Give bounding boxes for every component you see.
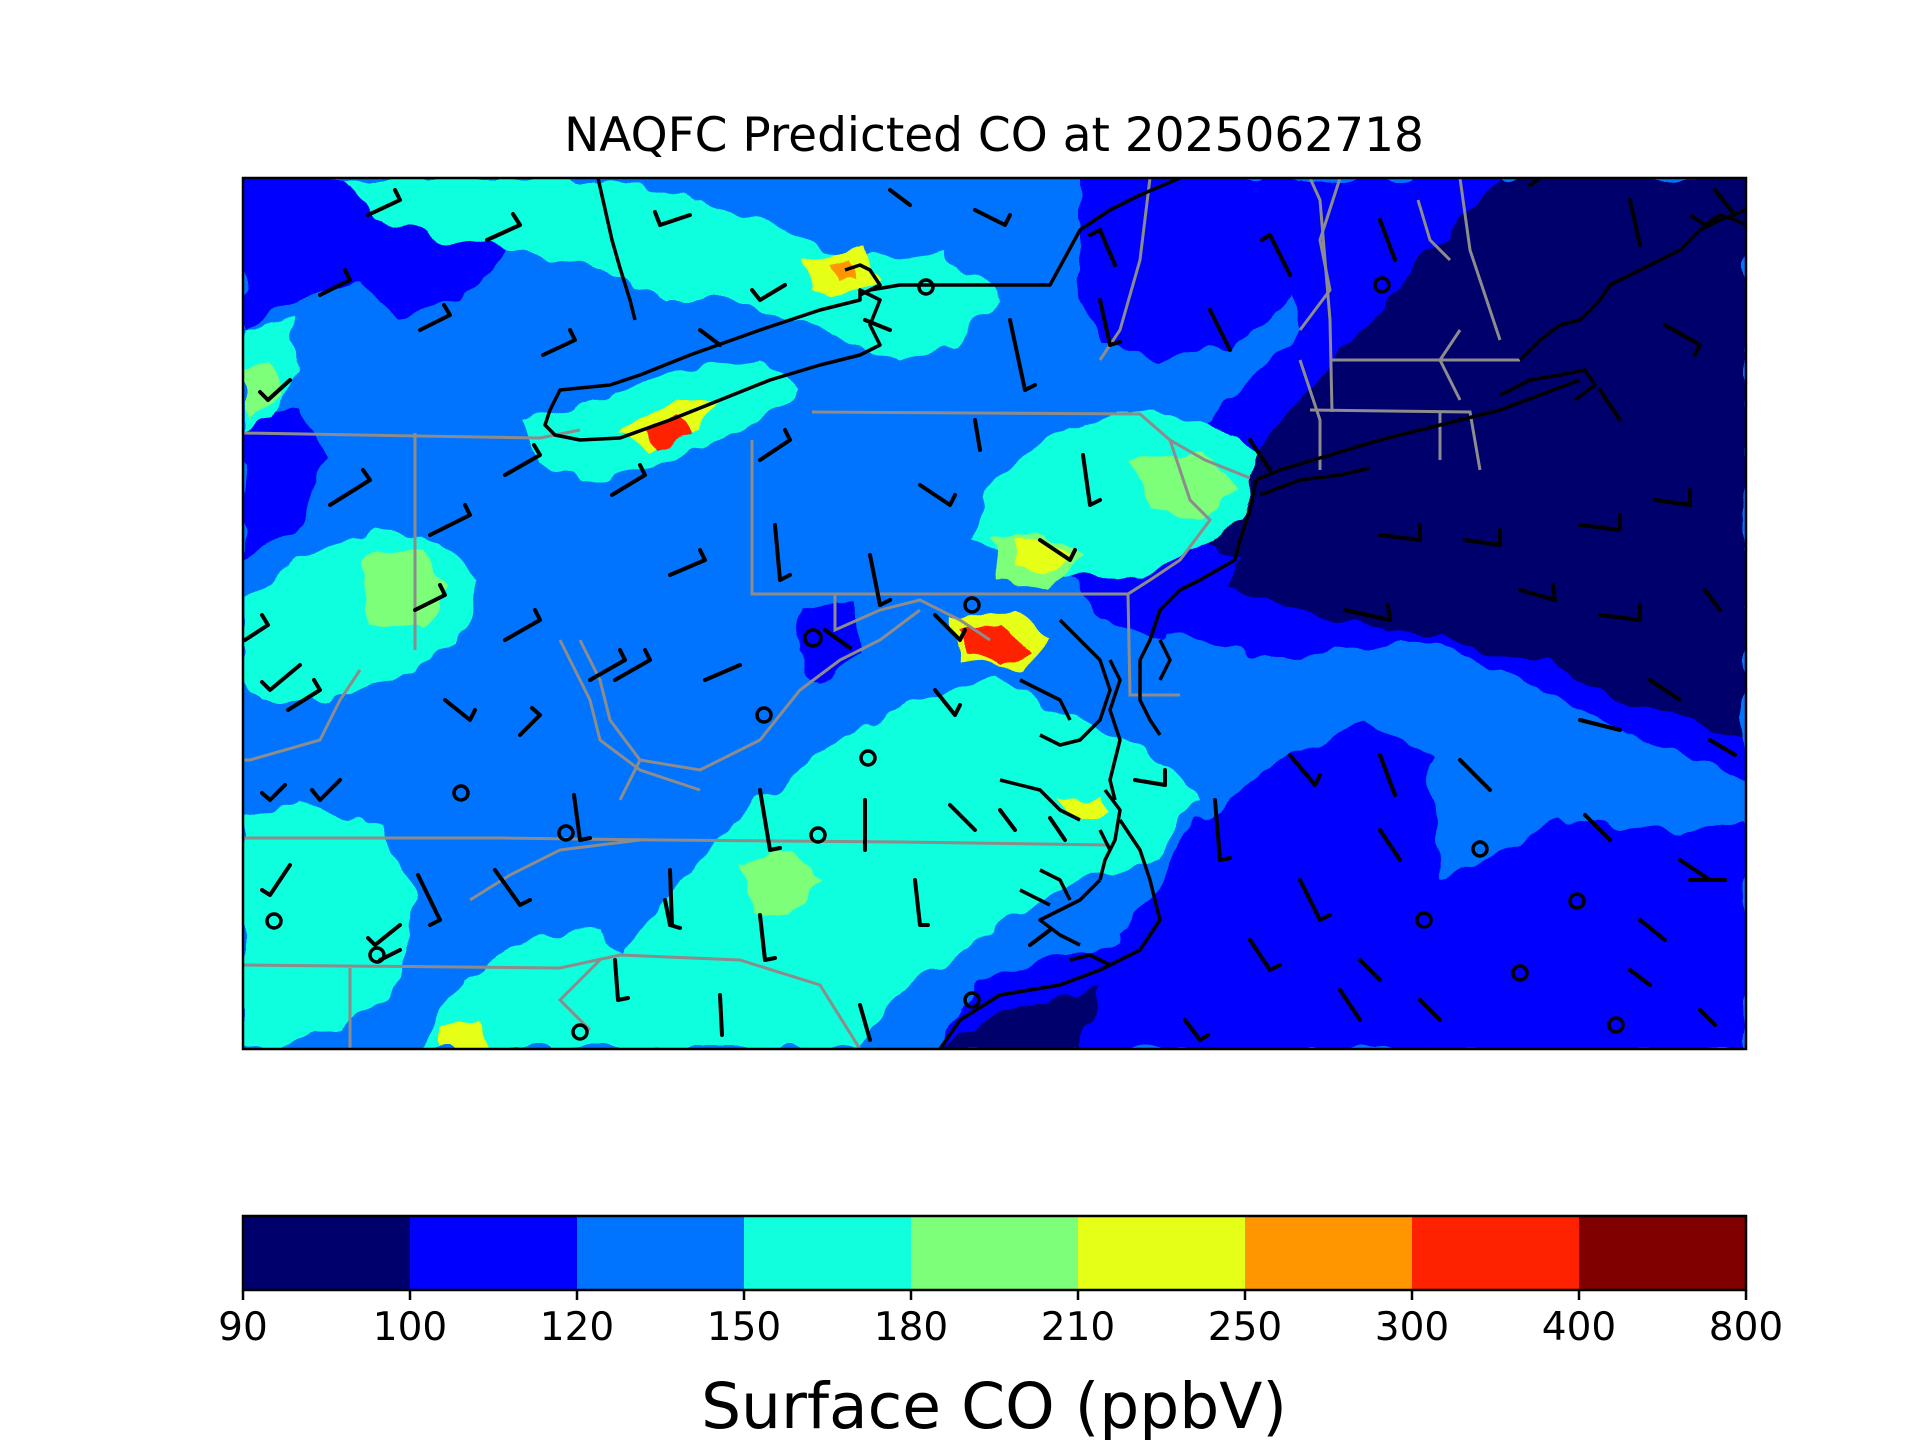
colorbar-tick-label: 300 bbox=[1375, 1305, 1449, 1350]
colorbar-segment bbox=[410, 1216, 578, 1290]
colorbar-tick-label: 250 bbox=[1208, 1305, 1282, 1350]
colorbar-segment bbox=[1078, 1216, 1246, 1290]
map-title: NAQFC Predicted CO at 2025062718 bbox=[564, 108, 1424, 163]
colorbar-segment bbox=[577, 1216, 745, 1290]
cyan-plume-southwest bbox=[243, 800, 420, 1049]
yellow-patch-sw bbox=[440, 1020, 490, 1049]
colorbar-tick-label: 150 bbox=[707, 1305, 781, 1350]
colorbar-tick-label: 90 bbox=[218, 1305, 268, 1350]
colorbar-segment bbox=[1245, 1216, 1413, 1290]
cyan-plume-north bbox=[340, 178, 1000, 360]
map-frame bbox=[241, 176, 1748, 1051]
colorbar-segment bbox=[911, 1216, 1079, 1290]
red-hotspot-dc bbox=[960, 625, 1030, 665]
co-map bbox=[243, 178, 1746, 1049]
co-field bbox=[243, 178, 1746, 1049]
colorbar-tick-label: 800 bbox=[1709, 1305, 1783, 1350]
colorbar-frame bbox=[241, 1214, 1748, 1292]
green-patch-west bbox=[360, 550, 450, 630]
colorbar-tick-label: 100 bbox=[373, 1305, 447, 1350]
colorbar-tick-label: 210 bbox=[1041, 1305, 1115, 1350]
colorbar-tick-label: 400 bbox=[1542, 1305, 1616, 1350]
coastlines bbox=[543, 178, 1746, 1049]
green-patch-south bbox=[740, 850, 820, 920]
colorbar-tick-label: 180 bbox=[874, 1305, 948, 1350]
cyan-plume-south bbox=[600, 680, 1200, 1049]
se-blue-zone bbox=[1080, 820, 1746, 1049]
colorbar: 90 100 120 150 180 210 250 300 400 800 bbox=[218, 1214, 1783, 1350]
colorbar-segment bbox=[744, 1216, 912, 1290]
yellow-patch-pa bbox=[1010, 535, 1070, 575]
colorbar-tick-label: 120 bbox=[540, 1305, 614, 1350]
wv-blue-patch bbox=[795, 600, 860, 680]
ny-blue-zone bbox=[1080, 178, 1300, 360]
state-boundaries bbox=[243, 178, 1520, 1049]
calm-circles bbox=[265, 276, 1625, 1041]
west-blue-zone bbox=[243, 410, 330, 560]
colorbar-segment bbox=[1579, 1216, 1747, 1290]
colorbar-segment bbox=[1412, 1216, 1580, 1290]
red-hotspot-lake bbox=[645, 415, 690, 448]
cyan-plume-carolina bbox=[420, 930, 640, 1049]
green-patch-edge bbox=[243, 360, 280, 420]
ocean-dark-zone bbox=[1180, 178, 1746, 740]
colorbar-segment bbox=[243, 1216, 411, 1290]
colorbar-label: Surface CO (ppbV) bbox=[701, 1370, 1287, 1440]
wind-barbs bbox=[243, 178, 1737, 1042]
